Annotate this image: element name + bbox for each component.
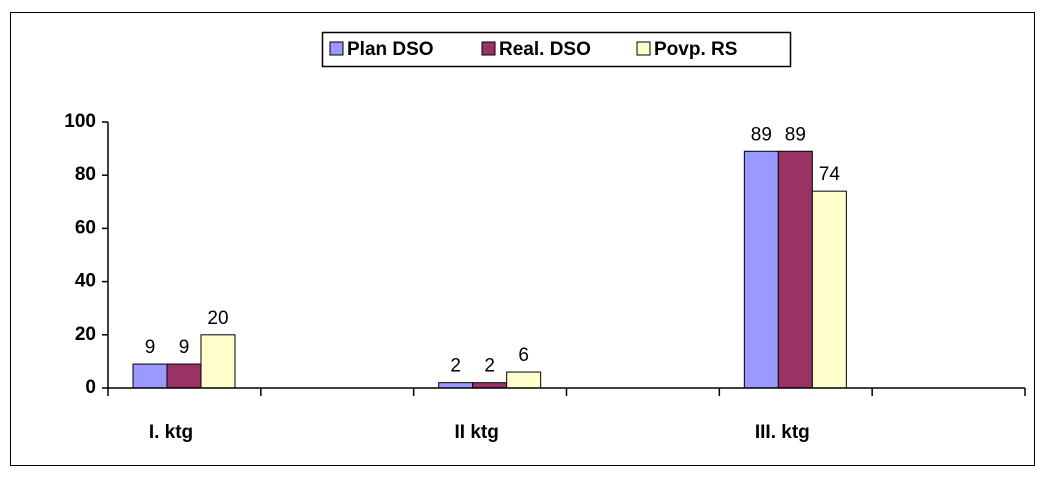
value-label: 74 [819,164,841,185]
x-tick-label: III. ktg [755,422,810,443]
value-label: 2 [450,356,461,377]
legend-swatch [329,41,344,56]
x-tick-label: I. ktg [149,422,193,443]
legend-swatch [481,41,496,56]
x-tick-label: II ktg [454,422,498,443]
y-tick-label: 40 [75,271,96,292]
legend-swatch [636,41,651,56]
y-tick-label: 60 [75,217,96,238]
legend-label: Povp. RS [654,39,737,60]
legend-box [321,31,792,68]
bar [166,363,202,389]
legend-label: Plan DSO [347,39,434,60]
legend-label: Real. DSO [499,39,591,60]
y-tick-label: 100 [64,111,96,132]
value-label: 20 [207,308,228,329]
value-label: 89 [785,124,806,145]
value-label: 89 [751,124,772,145]
y-tick-label: 80 [75,164,96,185]
value-label: 9 [145,337,156,358]
bar [743,150,779,389]
value-label: 6 [518,345,529,366]
value-label: 2 [484,356,495,377]
bar [438,382,474,389]
y-tick-label: 0 [85,377,96,398]
legend: Plan DSO Real. DSO Povp. RS [321,31,792,68]
bar [472,382,508,389]
bar [777,150,813,389]
value-label: 9 [179,337,190,358]
bar [506,371,542,389]
bar [200,334,236,389]
chart-border [10,12,1035,466]
bar [811,190,847,389]
bar [132,363,168,389]
y-tick-label: 20 [75,324,96,345]
